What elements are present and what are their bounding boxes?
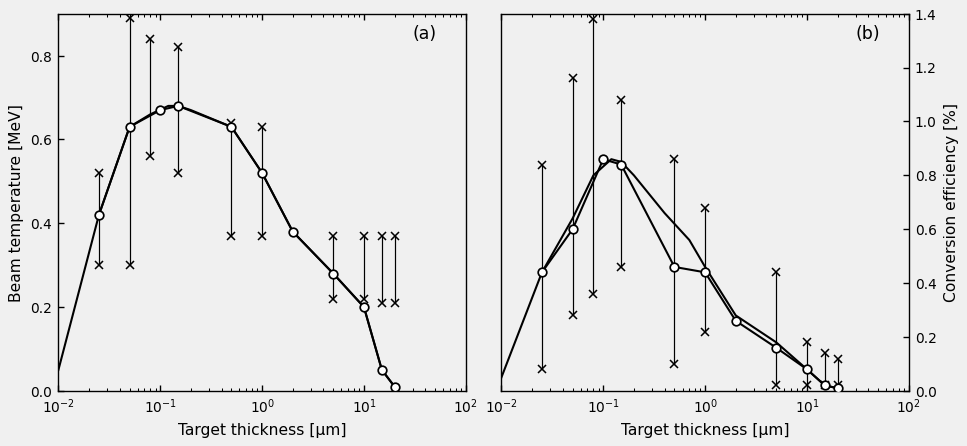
Y-axis label: Beam temperature [MeV]: Beam temperature [MeV] xyxy=(9,103,23,301)
X-axis label: Target thickness [μm]: Target thickness [μm] xyxy=(621,422,789,438)
Y-axis label: Conversion efficiency [%]: Conversion efficiency [%] xyxy=(944,103,958,302)
Text: (b): (b) xyxy=(856,25,880,43)
Text: (a): (a) xyxy=(413,25,437,43)
X-axis label: Target thickness [μm]: Target thickness [μm] xyxy=(178,422,346,438)
